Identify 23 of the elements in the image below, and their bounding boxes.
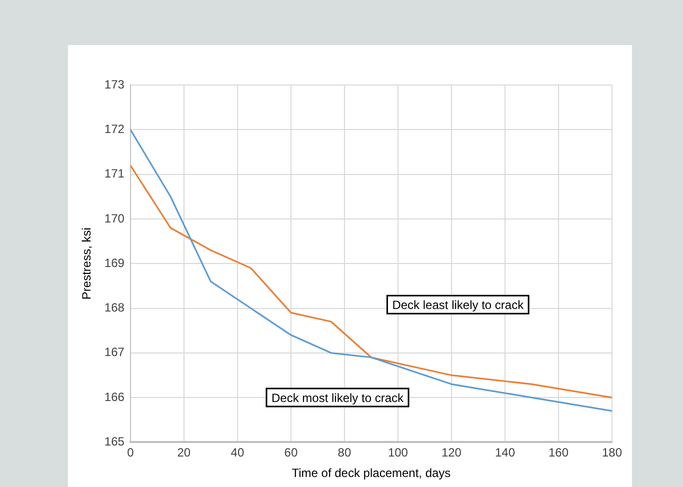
x-tick-label: 0 (127, 446, 134, 460)
x-tick-label: 40 (230, 446, 244, 460)
y-tick-label: 165 (104, 434, 125, 449)
x-tick-label: 180 (602, 446, 622, 460)
y-axis-title: Prestress, ksi (80, 228, 94, 300)
x-tick-label: 60 (284, 446, 298, 460)
x-tick-label: 120 (441, 446, 462, 460)
annotation: Deck least likely to crack (392, 298, 525, 312)
y-tick-label: 167 (104, 345, 125, 360)
x-tick-label: 20 (177, 446, 191, 460)
y-tick-label: 171 (104, 166, 125, 181)
y-tick-label: 168 (104, 300, 125, 315)
annotation: Deck most likely to crack (271, 390, 405, 405)
x-tick-label: 140 (494, 446, 516, 460)
y-tick-label: 172 (104, 122, 125, 136)
x-tick-label: 160 (548, 446, 569, 460)
x-tick-label: 80 (338, 446, 352, 460)
x-tick-label: 100 (388, 446, 408, 460)
x-axis-title: Time of deck placement, days (292, 466, 451, 480)
y-tick-label: 169 (104, 256, 125, 270)
y-tick-label: 173 (104, 77, 125, 92)
y-tick-label: 170 (104, 211, 125, 226)
y-tick-label: 166 (104, 390, 125, 404)
